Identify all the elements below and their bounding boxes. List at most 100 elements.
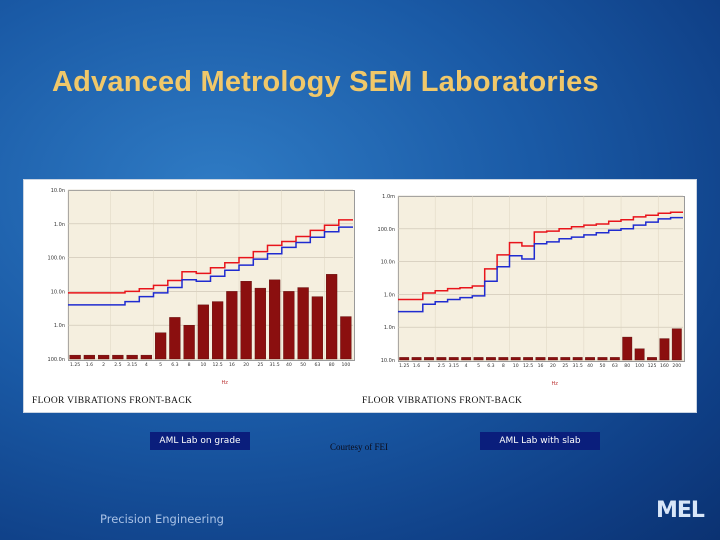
x-tick-label: 12.5 <box>523 363 533 369</box>
caption-aml-lab-with-slab: AML Lab with slab <box>480 432 600 450</box>
x-tick-label: 10 <box>200 362 206 368</box>
series-line <box>68 219 353 294</box>
x-tick-label: 8 <box>502 363 505 369</box>
bar <box>498 357 509 361</box>
x-axis-label: Hz <box>222 380 229 386</box>
x-tick-label: 100 <box>635 363 644 369</box>
bar <box>473 357 484 361</box>
x-tick-label: 100 <box>341 362 350 368</box>
chart-footer-left: FLOOR VIBRATIONS FRONT-BACK <box>32 396 193 406</box>
slide-title: Advanced Metrology SEM Laboratories <box>52 66 599 98</box>
x-tick-label: 2.5 <box>114 362 121 368</box>
bar <box>212 301 224 360</box>
x-tick-label: 4 <box>145 362 148 368</box>
charts-panel: 100.0n 1.0n 10.0n 100.0n 1.0n 10.0n 1.25 1.6 2 2.… <box>24 180 696 412</box>
series-line <box>398 216 683 313</box>
x-tick-label: 3.15 <box>127 362 137 368</box>
bar <box>597 357 608 361</box>
x-tick-label: 10 <box>513 363 519 369</box>
x-tick-label: 31.5 <box>573 363 583 369</box>
x-tick-label: 6.3 <box>171 362 178 368</box>
bar <box>83 354 95 360</box>
bar <box>411 357 422 361</box>
bar <box>254 287 266 360</box>
x-tick-label: 40 <box>587 363 593 369</box>
bar <box>671 328 682 361</box>
y-tick-label: 1.0n <box>54 323 65 329</box>
x-tick-label: 50 <box>600 363 606 369</box>
x-tick-label: 1.25 <box>70 362 80 368</box>
x-tick-label: 16 <box>229 362 235 368</box>
x-tick-label: 1.25 <box>399 363 409 369</box>
x-tick-label: 63 <box>314 362 320 368</box>
y-tick-label: 10.0n <box>381 260 395 266</box>
mel-logo-text: MEL <box>656 498 705 523</box>
bar <box>140 354 152 360</box>
x-tick-label: 125 <box>648 363 657 369</box>
series-line <box>398 211 683 301</box>
chart-aml-lab-with-slab: 10.0n 1.0n 1.0n 10.0n 100.0n 1.0m 1.25 1.6 2 2.5 3… <box>378 194 683 387</box>
bar <box>112 354 124 360</box>
y-tick-label: 100.0n <box>48 357 65 363</box>
y-tick-label: 1.0n <box>384 325 395 331</box>
bar <box>436 357 447 361</box>
x-tick-label: 12.5 <box>213 362 223 368</box>
bar <box>326 274 338 360</box>
x-tick-label: 31.5 <box>270 362 280 368</box>
bar <box>585 357 595 361</box>
x-tick-label: 80 <box>624 363 630 369</box>
bar <box>634 348 645 361</box>
chart-footer-right: FLOOR VIBRATIONS FRONT-BACK <box>362 396 523 406</box>
x-tick-label: 16 <box>538 363 544 369</box>
caption-aml-lab-on-grade: AML Lab on grade <box>150 432 250 450</box>
x-tick-label: 40 <box>286 362 292 368</box>
courtesy-label: Courtesy of FEI <box>330 442 388 452</box>
bar <box>269 279 281 360</box>
x-tick-label: 1.6 <box>413 363 420 369</box>
bar <box>461 357 472 361</box>
bar <box>311 296 323 360</box>
x-tick-label: 20 <box>243 362 249 368</box>
bar <box>155 332 167 360</box>
y-tick-label: 100.0n <box>378 227 395 233</box>
x-tick-label: 25 <box>562 363 568 369</box>
bar <box>659 338 670 361</box>
y-tick-label: 10.0n <box>51 289 65 295</box>
bar <box>448 357 459 361</box>
bar <box>399 357 410 361</box>
x-tick-label: 63 <box>612 363 618 369</box>
x-tick-label: 2 <box>102 362 105 368</box>
y-tick-label: 1.0n <box>384 292 395 298</box>
bar <box>169 317 181 360</box>
bar <box>69 354 81 360</box>
bar <box>98 354 110 360</box>
x-tick-label: 6.3 <box>487 363 494 369</box>
x-tick-label: 3.15 <box>449 363 459 369</box>
y-tick-label: 10.0n <box>381 358 395 364</box>
bar <box>126 354 138 360</box>
bar <box>240 281 252 360</box>
x-tick-label: 4 <box>465 363 468 369</box>
x-tick-label: 8 <box>188 362 191 368</box>
bar <box>424 357 434 361</box>
bar <box>510 357 521 361</box>
x-tick-label: 2 <box>428 363 431 369</box>
x-tick-label: 160 <box>660 363 669 369</box>
bar <box>647 357 657 361</box>
x-tick-label: 5 <box>159 362 162 368</box>
bar <box>523 357 534 361</box>
bar <box>283 291 295 360</box>
bar <box>226 291 238 360</box>
y-tick-label: 1.0m <box>382 194 395 200</box>
y-tick-label: 1.0n <box>54 222 65 228</box>
x-tick-label: 5 <box>477 363 480 369</box>
x-axis-label: Hz <box>552 381 559 387</box>
bar <box>197 304 209 360</box>
plot-area-right <box>398 196 685 362</box>
y-tick-label: 10.0n <box>51 188 65 194</box>
x-tick-label: 20 <box>550 363 556 369</box>
x-tick-label: 25 <box>257 362 263 368</box>
bar <box>622 336 633 361</box>
bar <box>183 324 195 360</box>
bar <box>486 357 496 361</box>
